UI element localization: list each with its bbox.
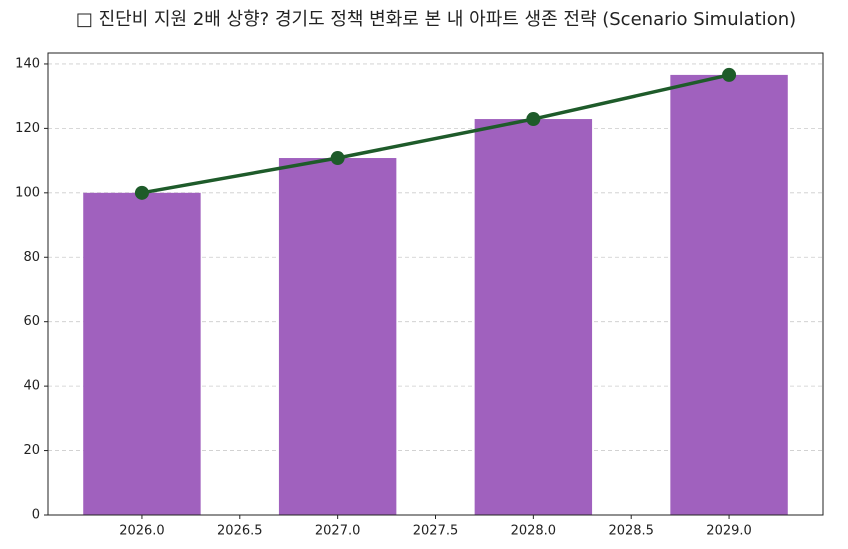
x-tick-label: 2027.5 — [413, 524, 459, 539]
x-tick-label: 2028.5 — [608, 524, 654, 539]
x-tick-label: 2026.5 — [217, 524, 263, 539]
x-tick-label: 2026.0 — [119, 524, 165, 539]
y-tick-label: 120 — [15, 121, 40, 136]
line — [141, 73, 730, 195]
line-marker — [526, 112, 541, 127]
y-tick-label: 60 — [23, 314, 40, 329]
plot-frame — [47, 52, 824, 516]
y-tick-label: 0 — [32, 508, 40, 523]
x-tick-label: 2027.0 — [315, 524, 361, 539]
chart-title: □ 진단비 지원 2배 상향? 경기도 정책 변화로 본 내 아파트 생존 전략… — [76, 9, 796, 30]
y-tick-label: 40 — [23, 379, 40, 394]
y-tick-label: 140 — [15, 56, 40, 71]
plot-area: 0 20 40 60 80 100 120 140 2026.0 2026.5 2027.0 2027… — [15, 56, 823, 539]
bar — [474, 119, 593, 516]
y-tick-label: 100 — [15, 185, 40, 200]
bar — [670, 74, 788, 515]
y-tick-label: 80 — [23, 250, 40, 265]
x-tick-label: 2029.0 — [706, 524, 752, 539]
bar — [83, 192, 201, 515]
x-tick-label: 2028.0 — [511, 524, 557, 539]
line-marker — [134, 185, 149, 200]
y-tick-label: 20 — [23, 443, 40, 458]
bar — [278, 158, 397, 515]
line-marker — [330, 151, 345, 166]
line-marker — [722, 67, 737, 82]
